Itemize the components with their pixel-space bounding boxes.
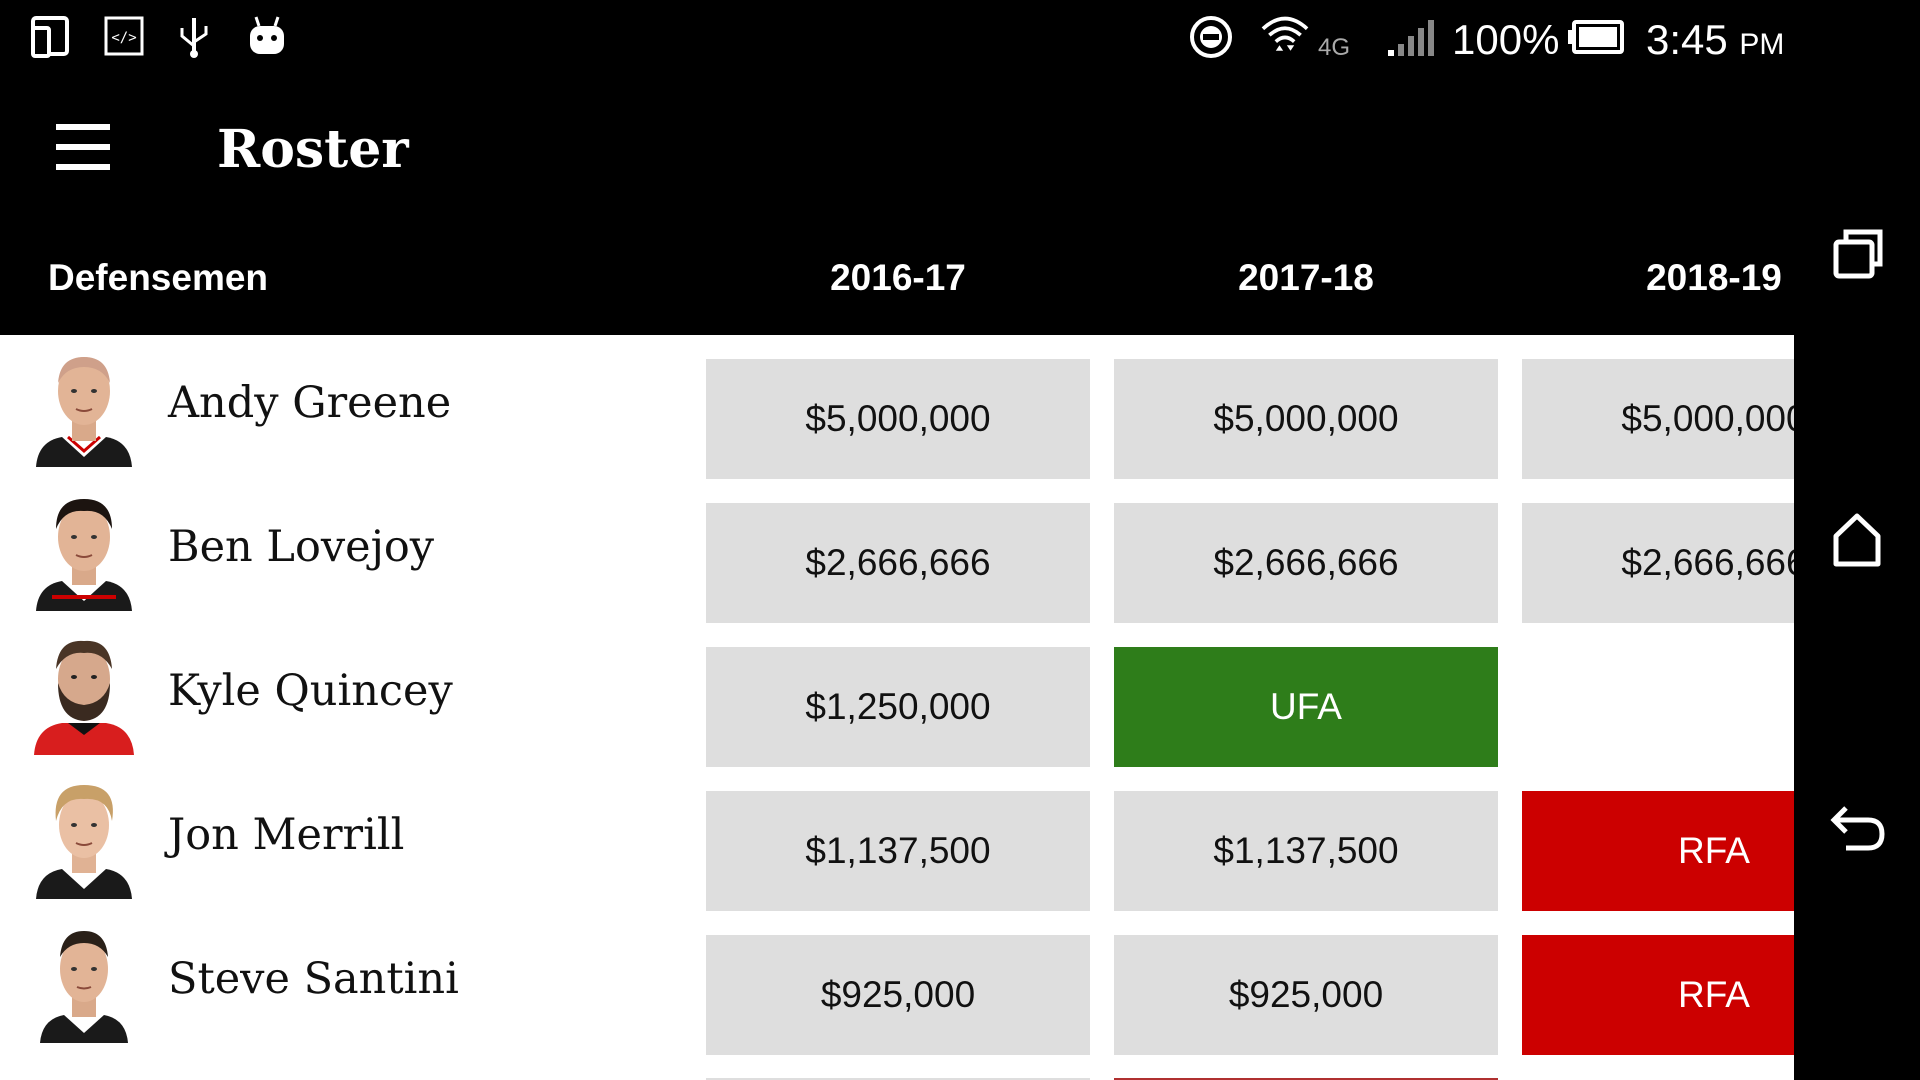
empty-cell xyxy=(1522,647,1794,767)
screen-rotate-icon xyxy=(31,16,69,58)
table-row[interactable]: Kyle Quincey $1,250,000 UFA xyxy=(0,623,1794,767)
back-icon[interactable] xyxy=(1824,796,1890,862)
roster-table: Andy Greene $5,000,000 $5,000,000 $5,000… xyxy=(0,335,1794,1080)
recent-apps-icon[interactable] xyxy=(1824,222,1890,288)
player-avatar xyxy=(36,499,132,611)
battery-icon xyxy=(1568,20,1624,54)
app-bar: Roster xyxy=(0,80,1794,220)
table-row[interactable]: Andy Greene $5,000,000 $5,000,000 $5,000… xyxy=(0,335,1794,479)
status-bar: </> 4G 100% 3:45 PM xyxy=(0,0,1794,80)
next-row-peek xyxy=(706,1078,1090,1080)
clock: 3:45 PM xyxy=(1646,14,1784,71)
clock-time: 3:45 xyxy=(1646,16,1728,63)
salary-cell[interactable]: $5,000,000 xyxy=(1522,359,1794,479)
salary-cell-text: $5,000,000 xyxy=(1621,398,1794,439)
salary-cell[interactable]: $2,666,666 xyxy=(1114,503,1498,623)
salary-cell[interactable]: $2,666,666 xyxy=(1522,503,1794,623)
network-type-label: 4G xyxy=(1318,34,1351,61)
column-header-2016-17[interactable]: 2016-17 xyxy=(830,257,966,298)
rfa-status-text: RFA xyxy=(1678,830,1750,871)
hamburger-menu-icon[interactable] xyxy=(52,124,114,176)
salary-cell-text: $2,666,666 xyxy=(1621,542,1794,583)
column-header-2017-18[interactable]: 2017-18 xyxy=(1238,257,1374,298)
section-label: Defensemen xyxy=(48,257,269,298)
player-avatar xyxy=(40,931,128,1043)
ufa-status-cell[interactable]: UFA xyxy=(1114,647,1498,767)
page-title: Roster xyxy=(217,119,409,180)
do-not-disturb-icon xyxy=(1190,16,1232,58)
next-row-peek xyxy=(1114,1078,1498,1080)
table-row[interactable]: Jon Merrill $1,137,500 $1,137,500 RFA xyxy=(0,767,1794,911)
usb-icon xyxy=(180,18,208,58)
rfa-status-cell[interactable]: RFA xyxy=(1522,935,1794,1055)
battery-percent: 100% xyxy=(1452,16,1560,63)
signal-icon xyxy=(1388,20,1434,56)
developer-code-icon: </> xyxy=(104,16,144,56)
player-name[interactable]: Ben Lovejoy xyxy=(168,522,435,572)
table-header: Defensemen 2016-17 2017-18 2018-19 xyxy=(0,220,1794,335)
salary-cell[interactable]: $1,137,500 xyxy=(706,791,1090,911)
salary-cell[interactable]: $2,666,666 xyxy=(706,503,1090,623)
player-name[interactable]: Steve Santini xyxy=(168,954,459,1004)
player-avatar xyxy=(34,640,134,755)
player-name[interactable]: Andy Greene xyxy=(168,378,452,428)
player-avatar xyxy=(36,785,132,899)
svg-text:</>: </> xyxy=(111,30,136,46)
salary-cell[interactable]: $1,137,500 xyxy=(1114,791,1498,911)
salary-cell[interactable]: $925,000 xyxy=(706,935,1090,1055)
clock-ampm: PM xyxy=(1739,28,1785,61)
rfa-status-text: RFA xyxy=(1678,974,1750,1015)
player-name[interactable]: Jon Merrill xyxy=(168,810,405,860)
home-icon[interactable] xyxy=(1824,508,1890,574)
rfa-status-cell[interactable]: RFA xyxy=(1522,791,1794,911)
player-name[interactable]: Kyle Quincey xyxy=(168,666,453,716)
table-row[interactable]: Ben Lovejoy $2,666,666 $2,666,666 $2,666… xyxy=(0,479,1794,623)
salary-cell[interactable]: $5,000,000 xyxy=(706,359,1090,479)
salary-cell[interactable]: $5,000,000 xyxy=(1114,359,1498,479)
system-nav-bar xyxy=(1794,0,1920,1080)
wifi-icon xyxy=(1261,16,1309,51)
table-row[interactable]: Steve Santini $925,000 $925,000 RFA xyxy=(0,911,1794,1055)
android-debug-icon xyxy=(250,16,284,54)
salary-cell[interactable]: $925,000 xyxy=(1114,935,1498,1055)
salary-cell[interactable]: $1,250,000 xyxy=(706,647,1090,767)
player-avatar xyxy=(36,357,132,467)
column-header-2018-19[interactable]: 2018-19 xyxy=(1646,257,1782,298)
